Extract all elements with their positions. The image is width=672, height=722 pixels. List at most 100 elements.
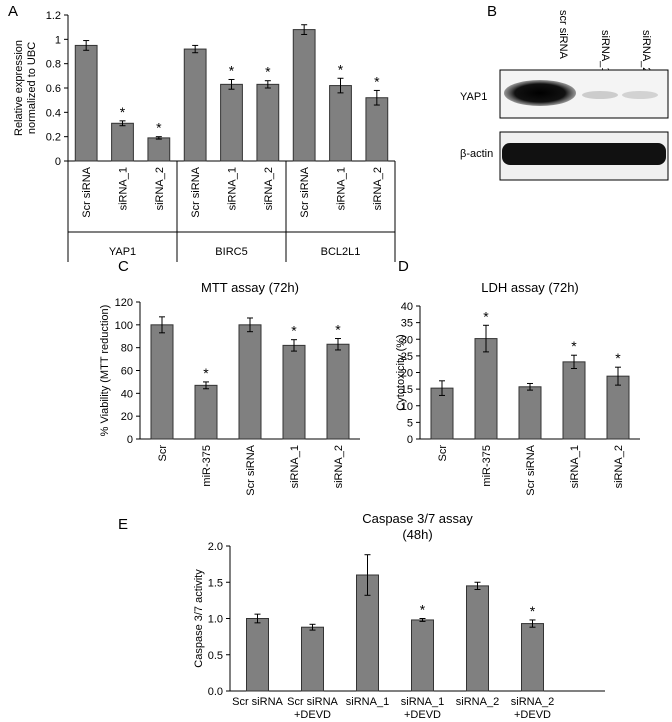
bar	[329, 85, 352, 162]
x-tick-label: Scr siRNA	[232, 696, 283, 708]
x-tick-label: Scr siRNA	[190, 166, 202, 217]
x-tick-label: siRNA_2	[613, 445, 625, 488]
blot-band	[504, 80, 576, 106]
y-axis-label: Caspase 3/7 activity	[193, 569, 205, 668]
blot-band	[582, 91, 618, 99]
y-tick-label: 25	[401, 351, 413, 363]
y-tick-label: 5	[407, 417, 413, 429]
significance-marker: *	[335, 322, 341, 338]
blot-band	[622, 91, 658, 99]
significance-marker: *	[530, 603, 536, 619]
y-axis-label: Cytotoxicity (%)	[395, 334, 407, 410]
bar	[411, 619, 434, 692]
bar	[301, 626, 324, 692]
y-axis-label: normalized to UBC	[26, 42, 38, 134]
y-tick-label: 80	[121, 343, 133, 355]
x-tick-label: Scr	[437, 445, 449, 462]
y-tick-label: 2.0	[208, 541, 223, 553]
bar	[238, 324, 262, 440]
y-tick-label: 20	[401, 368, 413, 380]
x-tick-label: siRNA_1	[401, 696, 444, 708]
x-tick-label: siRNA_2	[456, 696, 499, 708]
bar	[183, 48, 207, 162]
x-tick-label: siRNA_2	[154, 167, 166, 210]
lane-label: siRNA_2	[640, 30, 652, 73]
bar	[474, 338, 498, 440]
significance-marker: *	[156, 120, 162, 136]
bar	[292, 29, 316, 162]
significance-marker: *	[291, 323, 297, 339]
bar	[147, 137, 171, 162]
blot-band	[502, 143, 666, 165]
x-tick-label: siRNA_2	[263, 167, 275, 210]
x-tick-label: Scr	[157, 445, 169, 462]
x-tick-label: Scr siRNA	[299, 166, 311, 217]
y-tick-label: 0.8	[46, 59, 61, 71]
bar	[518, 386, 542, 440]
y-axis-label: % Viability (MTT reduction)	[99, 305, 111, 437]
bar	[562, 361, 586, 440]
bar	[74, 44, 98, 162]
significance-marker: *	[203, 365, 209, 381]
chart-title: MTT assay (72h)	[201, 280, 299, 295]
bar	[220, 83, 243, 162]
bar	[282, 344, 306, 440]
y-tick-label: 10	[401, 401, 413, 413]
y-tick-label: 0	[55, 156, 61, 168]
row-label: β-actin	[460, 148, 493, 160]
x-tick-label: +DEVD	[404, 709, 441, 721]
x-tick-label: Scr siRNA	[287, 696, 338, 708]
panel-label: E	[118, 516, 128, 533]
y-tick-label: 1.0	[208, 614, 223, 626]
x-tick-label: siRNA_1	[346, 696, 389, 708]
x-tick-label: miR-375	[481, 445, 493, 487]
chart-title: LDH assay (72h)	[481, 280, 579, 295]
x-tick-label: siRNA_2	[511, 696, 554, 708]
row-label: YAP1	[460, 91, 487, 103]
significance-marker: *	[265, 64, 271, 80]
x-tick-label: Scr siRNA	[81, 166, 93, 217]
panel-label: D	[398, 258, 409, 275]
significance-marker: *	[229, 62, 235, 78]
y-tick-label: 0.6	[46, 83, 61, 95]
y-tick-label: 120	[115, 297, 133, 309]
chart-title: Caspase 3/7 assay	[362, 511, 473, 526]
y-tick-label: 0.0	[208, 686, 223, 698]
y-tick-label: 1.5	[208, 577, 223, 589]
bar	[256, 83, 280, 162]
y-tick-label: 100	[115, 320, 133, 332]
y-tick-label: 40	[401, 301, 413, 313]
y-tick-label: 0.5	[208, 650, 223, 662]
group-label: BIRC5	[215, 246, 247, 258]
bar	[246, 618, 269, 692]
y-axis-label: Relative expression	[13, 40, 25, 136]
significance-marker: *	[120, 104, 126, 120]
group-label: YAP1	[109, 246, 136, 258]
x-tick-label: siRNA_1	[569, 445, 581, 488]
bar	[111, 122, 134, 162]
bar	[326, 343, 350, 440]
panel-label: A	[8, 3, 18, 20]
x-tick-label: miR-375	[201, 445, 213, 487]
significance-marker: *	[483, 308, 489, 324]
significance-marker: *	[571, 338, 577, 354]
x-tick-label: +DEVD	[514, 709, 551, 721]
bar	[150, 324, 174, 440]
lane-label: siRNA_1	[599, 30, 611, 73]
y-tick-label: 0.2	[46, 132, 61, 144]
y-tick-label: 1.2	[46, 10, 61, 22]
panel-label: B	[487, 3, 497, 20]
chart-title: (48h)	[402, 527, 432, 542]
significance-marker: *	[420, 602, 426, 618]
x-tick-label: siRNA_2	[372, 167, 384, 210]
y-tick-label: 20	[121, 411, 133, 423]
x-tick-label: siRNA_1	[289, 445, 301, 488]
y-tick-label: 30	[401, 334, 413, 346]
y-tick-label: 60	[121, 366, 133, 378]
x-tick-label: +DEVD	[294, 709, 331, 721]
y-tick-label: 0	[127, 434, 133, 446]
bar	[365, 97, 389, 162]
panel-label: C	[118, 258, 129, 275]
x-tick-label: siRNA_1	[118, 167, 130, 210]
